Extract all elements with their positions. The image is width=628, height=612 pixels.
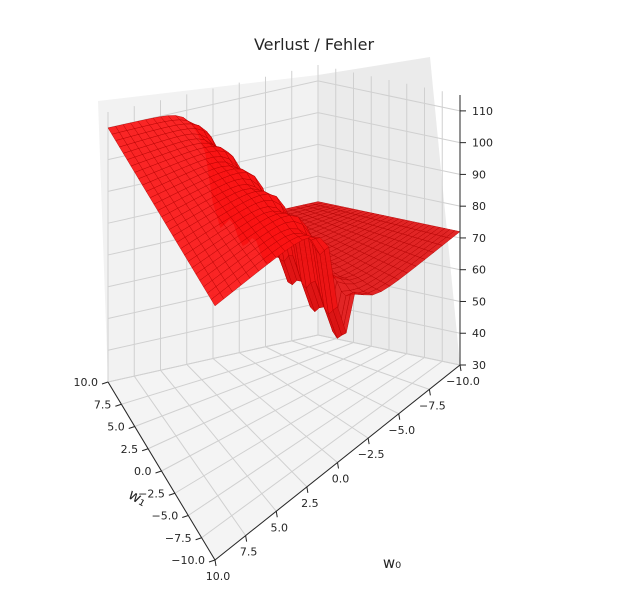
w0-tick	[428, 389, 431, 396]
w0-tick-label: 7.5	[240, 546, 258, 559]
floor-grid-w1	[187, 357, 425, 516]
w1-tick	[115, 403, 122, 407]
chart-title: Verlust / Fehler	[254, 35, 374, 54]
floor-grid-w0	[238, 352, 369, 439]
z-tick-label: 100	[472, 137, 493, 150]
w1-tick	[155, 470, 162, 474]
w1-tick-label: 10.0	[74, 376, 99, 389]
w0-tick	[337, 462, 339, 469]
floor-grid-w0	[291, 340, 430, 390]
w0-tick	[367, 438, 370, 445]
w1-tick	[168, 492, 176, 496]
w1-tick-label: 0.0	[134, 465, 152, 478]
w1-tick	[182, 515, 189, 518]
w0-tick-label: −10.0	[446, 375, 480, 388]
floor-grid-w0	[265, 346, 399, 415]
floor-grid-w1	[174, 353, 408, 494]
w0-tick-label: 10.0	[206, 570, 231, 583]
wall-grid-z	[107, 80, 461, 129]
w0-tick	[459, 364, 462, 372]
loss-surface	[107, 115, 461, 339]
w0-tick	[214, 559, 217, 567]
w1-tick	[128, 426, 135, 429]
w1-tick	[141, 448, 149, 452]
z-tick-label: 110	[472, 105, 493, 118]
floor-grid-w1	[201, 360, 443, 539]
w0-tick	[306, 486, 309, 493]
w1-tick-label: 7.5	[94, 398, 112, 411]
w1-tick-label: −2.5	[138, 487, 165, 500]
x-axis-label: w₀	[383, 554, 401, 572]
floor-grid-w1	[161, 349, 390, 472]
surface-facet	[210, 292, 225, 307]
z-tick-label: 30	[472, 359, 486, 372]
w0-tick	[398, 413, 401, 420]
w0-tick	[245, 535, 248, 542]
w1-tick-label: 5.0	[107, 421, 125, 434]
w0-tick-label: 5.0	[271, 521, 289, 534]
w1-tick	[195, 537, 202, 541]
w0-tick-label: −2.5	[358, 448, 385, 461]
z-tick-label: 40	[472, 327, 486, 340]
z-tick-label: 80	[472, 200, 486, 213]
w0-tick-label: 0.0	[332, 473, 350, 486]
w0-tick-label: −5.0	[388, 424, 415, 437]
w1-tick-label: −5.0	[152, 510, 179, 523]
wall-grid-z	[107, 334, 461, 383]
floor-pane	[108, 335, 460, 560]
w0-tick-label: 2.5	[301, 497, 319, 510]
w1-tick	[101, 381, 109, 385]
w1-tick	[208, 559, 216, 563]
z-tick-label: 60	[472, 264, 486, 277]
z-tick-label: 50	[472, 295, 486, 308]
z-tick-label: 90	[472, 168, 486, 181]
w1-tick-label: −10.0	[171, 554, 205, 567]
w0-tick-label: −7.5	[419, 399, 446, 412]
w1-tick-label: −7.5	[165, 532, 192, 545]
z-tick-label: 70	[472, 232, 486, 245]
axes: 10.07.55.02.50.0−2.5−5.0−7.5−10.010.07.5…	[74, 95, 493, 583]
w1-tick-label: 2.5	[121, 443, 139, 456]
w0-tick	[275, 511, 278, 518]
